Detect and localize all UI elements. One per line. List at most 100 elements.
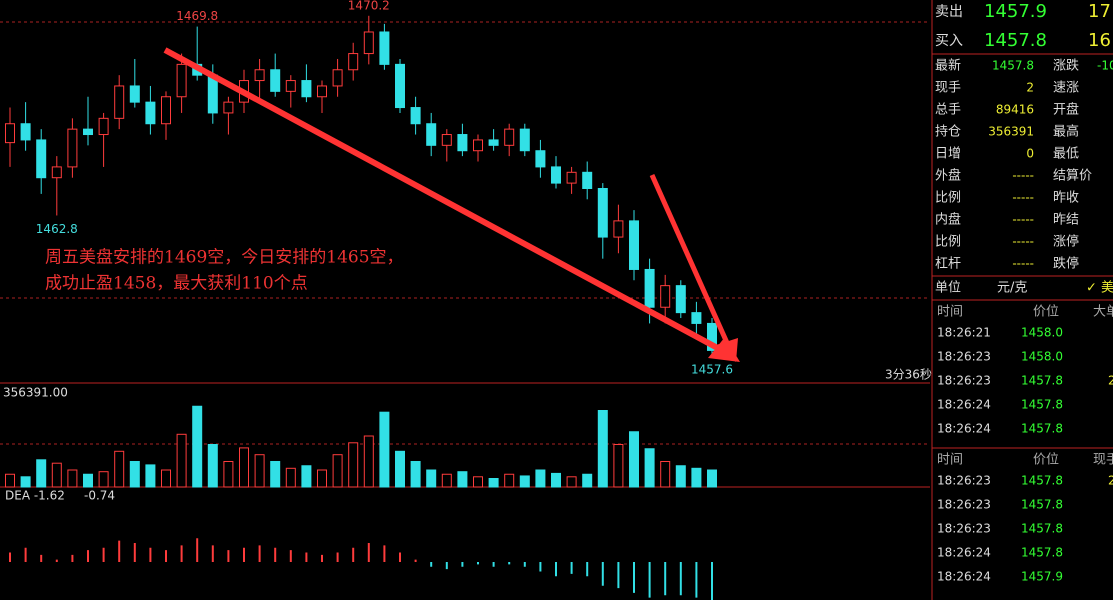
volume-bar: [644, 448, 655, 488]
candle-body: [691, 312, 702, 324]
panel-text: 元/克: [997, 281, 1027, 296]
volume-bar: [582, 473, 593, 488]
candle-body: [176, 63, 187, 98]
volume-bar: [660, 461, 671, 488]
candle-body: [332, 69, 343, 87]
volume-bar: [473, 476, 483, 488]
candle-body: [36, 139, 47, 179]
candle-body: [285, 80, 296, 92]
panel-text: 价位: [1033, 305, 1059, 320]
candle-body: [644, 268, 655, 308]
panel-text: 17: [1088, 1, 1111, 22]
panel-text: 杠杆: [935, 256, 961, 272]
volume-bar: [551, 472, 561, 488]
panel-text: 18:26:21: [937, 326, 991, 340]
volume-bar: [317, 469, 327, 488]
candle-body: [129, 85, 140, 103]
candle-body: [566, 171, 577, 184]
candle-body: [5, 123, 15, 144]
panel-text: 18:26:23: [937, 522, 991, 536]
candle-body: [551, 166, 561, 184]
candle-body: [317, 85, 327, 98]
candle-body: [582, 171, 593, 189]
candle-body: [20, 123, 31, 141]
panel-text: 18:26:23: [937, 374, 991, 388]
panel-text: 16: [1088, 30, 1111, 51]
panel-text: 1457.8: [1021, 374, 1063, 388]
volume-bar: [223, 461, 234, 488]
panel-text: 开盘: [1053, 102, 1079, 118]
panel-text: 涨跌: [1053, 58, 1079, 74]
panel-text: 1457.8: [1021, 474, 1063, 488]
panel-text: 日增: [935, 147, 961, 162]
panel-text: 内盘: [935, 212, 961, 228]
panel-text: 单位: [935, 281, 961, 296]
candle-body: [254, 69, 265, 82]
panel-text: 18:26:23: [937, 474, 991, 488]
panel-text: 持仓: [935, 125, 961, 140]
panel-text: 总手: [935, 103, 961, 118]
price-label: 1469.8: [176, 9, 218, 23]
panel-text: 涨停: [1053, 234, 1079, 250]
panel-text: 跌停: [1053, 256, 1079, 272]
panel-text: 356391: [988, 125, 1034, 139]
volume-bar: [285, 467, 296, 488]
panel-text: ✓ 美: [1086, 281, 1113, 296]
volume-bar: [363, 435, 374, 488]
panel-text: 1457.8: [1021, 498, 1063, 512]
volume-bar: [332, 454, 343, 488]
volume-bar: [691, 467, 702, 488]
annotation: 成功止盈1458，最大获利110个点: [45, 274, 308, 294]
annotation: 周五美盘安排的1469空，今日安排的1465空，: [45, 248, 404, 268]
panel-text: 大单: [1093, 305, 1113, 320]
candle-body: [145, 101, 156, 125]
volume-bar: [441, 473, 452, 488]
candle-body: [707, 322, 717, 351]
volume-bar: [270, 461, 281, 488]
candle-body: [613, 220, 624, 238]
dea-label: DEA -1.62: [5, 489, 65, 503]
panel-text: 1457.8: [1021, 398, 1063, 412]
panel-text: 昨结: [1053, 213, 1079, 228]
macd-label: -0.74: [84, 489, 115, 503]
candle-body: [504, 128, 515, 146]
timer: 3分36秒: [885, 368, 932, 382]
volume-bar: [161, 469, 171, 488]
price-label: 1462.8: [36, 222, 78, 236]
volume-bar: [457, 471, 468, 488]
panel-text: -----: [1012, 235, 1034, 249]
volume-bar: [566, 476, 577, 488]
volume-bar: [348, 442, 359, 488]
volume-bar: [98, 471, 109, 488]
panel-text: -----: [1012, 257, 1034, 271]
candle-body: [301, 80, 312, 98]
volume-bar: [629, 431, 639, 488]
panel-text: 1458.0: [1021, 350, 1063, 364]
candle-body: [270, 69, 281, 92]
volume-bar: [20, 476, 31, 488]
candle-body: [348, 53, 359, 71]
panel-text: 18:26:24: [937, 570, 991, 584]
volume-bar: [129, 461, 140, 488]
panel-text: 最高: [1053, 124, 1079, 140]
volume-bar: [675, 465, 686, 488]
candle-body: [426, 123, 437, 146]
volume-bar: [488, 478, 499, 488]
price-label: 1470.2: [348, 0, 390, 12]
volume-bar: [207, 444, 218, 488]
panel-text: -10: [1097, 59, 1113, 73]
panel-text: -----: [1012, 191, 1034, 205]
price-label: 1457.6: [691, 362, 733, 376]
panel-text: 比例: [935, 235, 961, 250]
candle-body: [597, 188, 608, 238]
volume-bar: [36, 459, 47, 488]
candle-body: [675, 285, 686, 314]
panel-text: 1457.8: [984, 30, 1047, 51]
volume-bar: [597, 410, 608, 488]
candle-body: [379, 31, 390, 65]
candle-body: [51, 166, 62, 179]
panel-text: 1458.0: [1021, 326, 1063, 340]
panel-text: 18:26:24: [937, 422, 991, 436]
candle-body: [410, 107, 421, 125]
